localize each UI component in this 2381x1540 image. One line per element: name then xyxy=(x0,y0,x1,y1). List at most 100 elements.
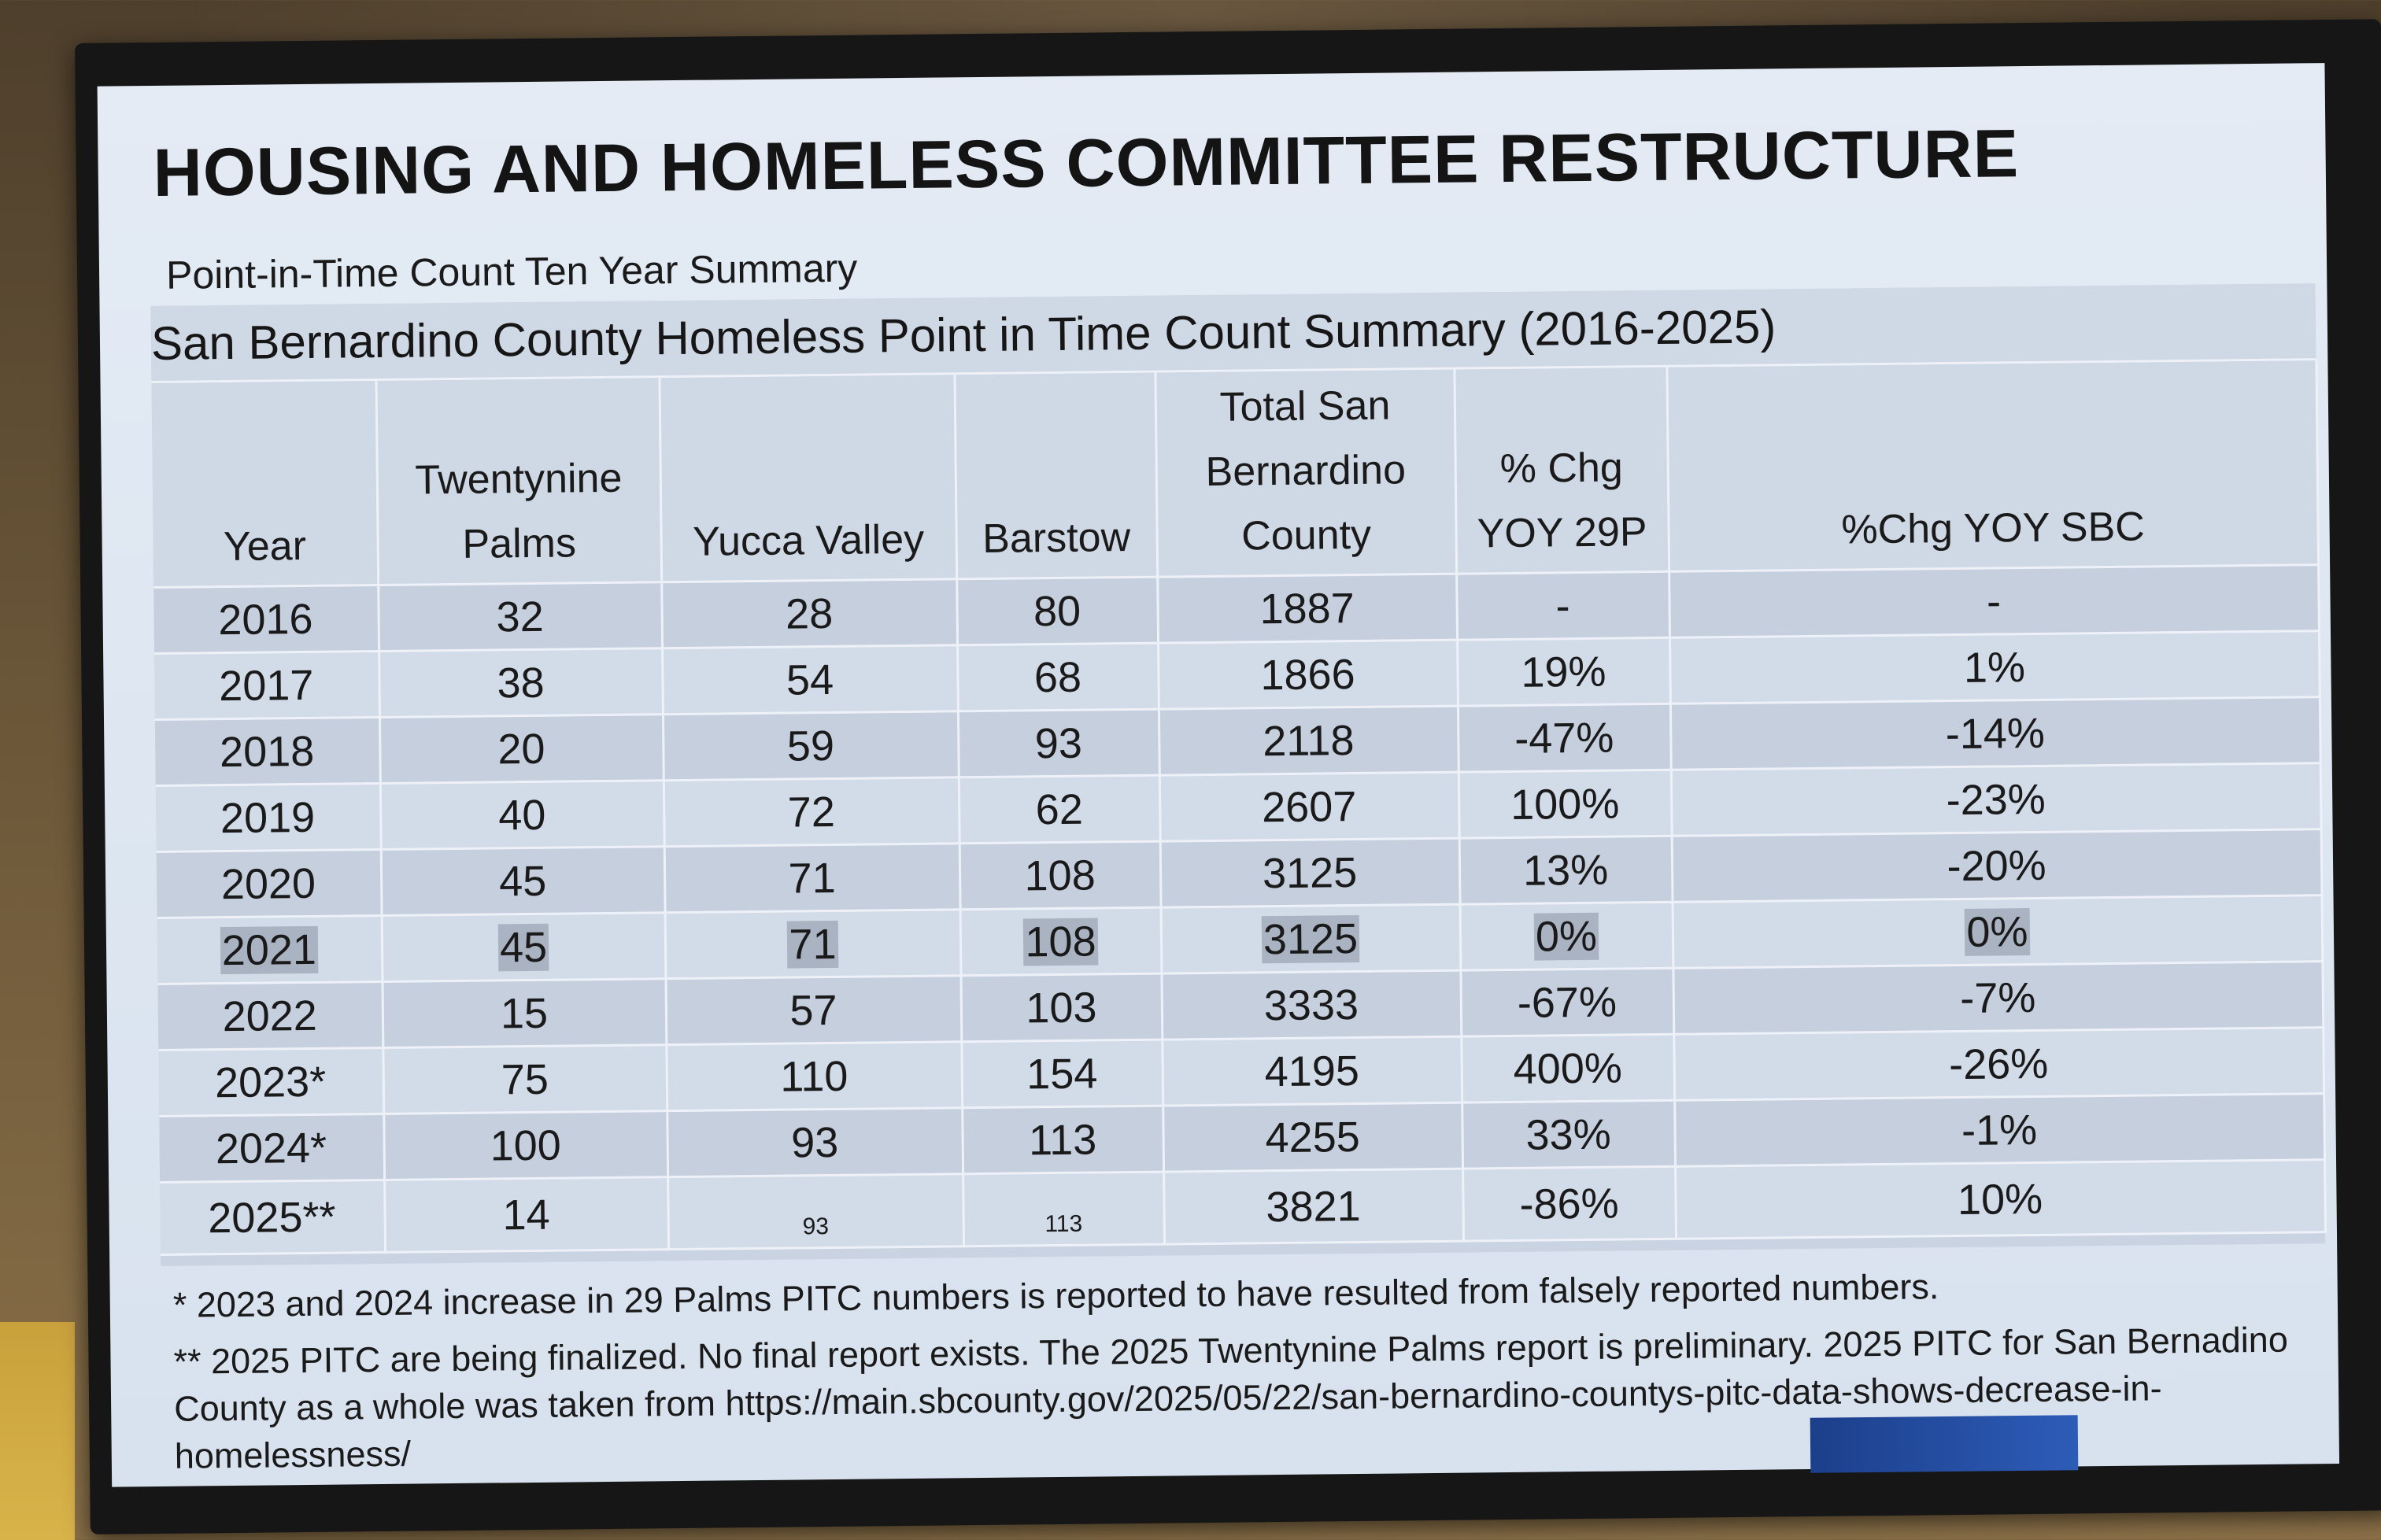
table-cell: 10% xyxy=(1675,1159,2325,1239)
table-cell: 71 xyxy=(664,843,960,913)
footnote-1: * 2023 and 2024 increase in 29 Palms PIT… xyxy=(172,1266,1939,1325)
header-chg-yoy-sbc: %Chg YOY SBC xyxy=(1666,360,2319,572)
table-cell: 59 xyxy=(662,711,959,781)
table-cell: 3125 xyxy=(1160,904,1461,974)
cell-value: 10% xyxy=(1957,1175,2043,1224)
tv-monitor: HOUSING AND HOMELESS COMMITTEE RESTRUCTU… xyxy=(75,19,2381,1534)
cell-value: 108 xyxy=(1023,917,1098,966)
table-cell: 2023* xyxy=(158,1047,384,1117)
table-cell: 38 xyxy=(379,648,663,718)
table-cell: 15 xyxy=(382,978,667,1048)
table-cell: 20 xyxy=(379,714,664,784)
cell-value: 13% xyxy=(1522,846,1609,895)
cell-value: 32 xyxy=(496,593,545,641)
table-cell: 1% xyxy=(1669,630,2320,704)
cell-value: 40 xyxy=(497,791,546,839)
cell-value: 100 xyxy=(490,1121,562,1170)
table-cell: 14 xyxy=(384,1176,669,1253)
cell-value: 1866 xyxy=(1260,650,1355,699)
cell-value: 62 xyxy=(1035,785,1084,833)
cell-value: 59 xyxy=(786,722,835,770)
header-total-sbc: Total San Bernardino County xyxy=(1155,369,1457,578)
cell-value: 68 xyxy=(1033,653,1082,701)
cell-value: 4255 xyxy=(1265,1113,1361,1161)
table-cell: -7% xyxy=(1673,961,2324,1035)
cell-value: 33% xyxy=(1525,1110,1611,1159)
cell-value: 75 xyxy=(501,1055,549,1103)
cell-value: -86% xyxy=(1519,1180,1619,1228)
cell-value: 71 xyxy=(787,920,838,969)
cell-value: 19% xyxy=(1521,648,1606,696)
cell-value: 108 xyxy=(1024,851,1096,899)
cell-value: -7% xyxy=(1960,973,2036,1022)
cell-value: 113 xyxy=(1028,1115,1097,1164)
table-cell: -47% xyxy=(1457,704,1671,773)
pitc-summary-table: Year Twentynine Palms Yucca Valley Barst… xyxy=(151,360,2327,1256)
table-cell: 75 xyxy=(383,1044,667,1114)
table-cell: 32 xyxy=(378,582,663,652)
header-yucca-valley: Yucca Valley xyxy=(659,375,957,582)
cell-value: -47% xyxy=(1514,714,1614,763)
cell-value: -23% xyxy=(1946,775,2046,824)
cell-value: 3125 xyxy=(1262,848,1358,897)
cell-value: 93 xyxy=(1034,719,1083,767)
slide-subtitle: Point-in-Time Count Ten Year Summary xyxy=(165,246,858,297)
table-cell: 3125 xyxy=(1159,838,1460,908)
cell-value: 2018 xyxy=(219,727,315,776)
cell-value: 20 xyxy=(497,725,545,773)
cell-value: 2024* xyxy=(215,1124,327,1173)
table-cell: 80 xyxy=(956,577,1159,645)
table-cell: 2021 xyxy=(157,915,383,984)
table-cell: 45 xyxy=(380,846,665,916)
table-cell: 40 xyxy=(379,780,664,850)
cell-value: 2020 xyxy=(220,859,316,908)
blue-object xyxy=(1810,1415,2079,1473)
cell-value: 3333 xyxy=(1263,981,1359,1029)
yellow-object xyxy=(0,1322,75,1540)
table-cell: 2607 xyxy=(1159,772,1459,842)
table-cell: 110 xyxy=(666,1041,963,1111)
table-cell: 154 xyxy=(961,1040,1163,1108)
cell-value: -1% xyxy=(1961,1106,2038,1154)
cell-value: 2016 xyxy=(218,595,313,644)
cell-value: 14 xyxy=(502,1191,550,1239)
table-cell: 2017 xyxy=(154,651,379,720)
table-cell: 100 xyxy=(383,1110,668,1180)
cell-value: -20% xyxy=(1947,841,2046,890)
table-cell: 93 xyxy=(667,1107,963,1177)
table-cell: 103 xyxy=(960,973,1163,1042)
cell-value: 2023* xyxy=(214,1058,327,1106)
cell-value: 72 xyxy=(787,788,836,836)
table-cell: 2019 xyxy=(155,783,381,852)
table-cell: 4195 xyxy=(1162,1036,1462,1106)
table-cell: 62 xyxy=(958,775,1160,844)
table-cell: 2022 xyxy=(157,981,383,1051)
cell-value: 93 xyxy=(802,1213,830,1240)
cell-value: 15 xyxy=(500,989,549,1037)
table-cell: -1% xyxy=(1674,1093,2325,1167)
table-cell: 28 xyxy=(661,578,958,648)
table-cell: - xyxy=(1669,564,2319,638)
table-cell: 113 xyxy=(963,1172,1165,1246)
table-cell: 108 xyxy=(959,907,1162,976)
cell-value: 80 xyxy=(1033,587,1081,635)
cell-value: 28 xyxy=(785,589,834,638)
table-cell: 100% xyxy=(1458,770,1672,839)
table-cell: 2024* xyxy=(159,1113,385,1183)
cell-value: 100% xyxy=(1510,780,1620,829)
cell-value: 400% xyxy=(1513,1043,1623,1093)
table-cell: 2018 xyxy=(155,717,380,786)
table-cell: 0% xyxy=(1672,895,2323,969)
cell-value: 2025** xyxy=(207,1193,336,1242)
table-cell: 400% xyxy=(1461,1034,1675,1103)
table-cell: -26% xyxy=(1673,1027,2324,1101)
cell-value: 38 xyxy=(497,659,545,707)
table-cell: 71 xyxy=(664,909,961,979)
cell-value: 0% xyxy=(1965,907,2030,956)
cell-value: 2607 xyxy=(1261,782,1357,831)
cell-value: -14% xyxy=(1945,709,2046,758)
table-cell: - xyxy=(1456,571,1670,641)
table-cell: 2118 xyxy=(1158,706,1459,776)
cell-value: 1887 xyxy=(1259,584,1355,633)
header-barstow: Barstow xyxy=(954,372,1158,579)
